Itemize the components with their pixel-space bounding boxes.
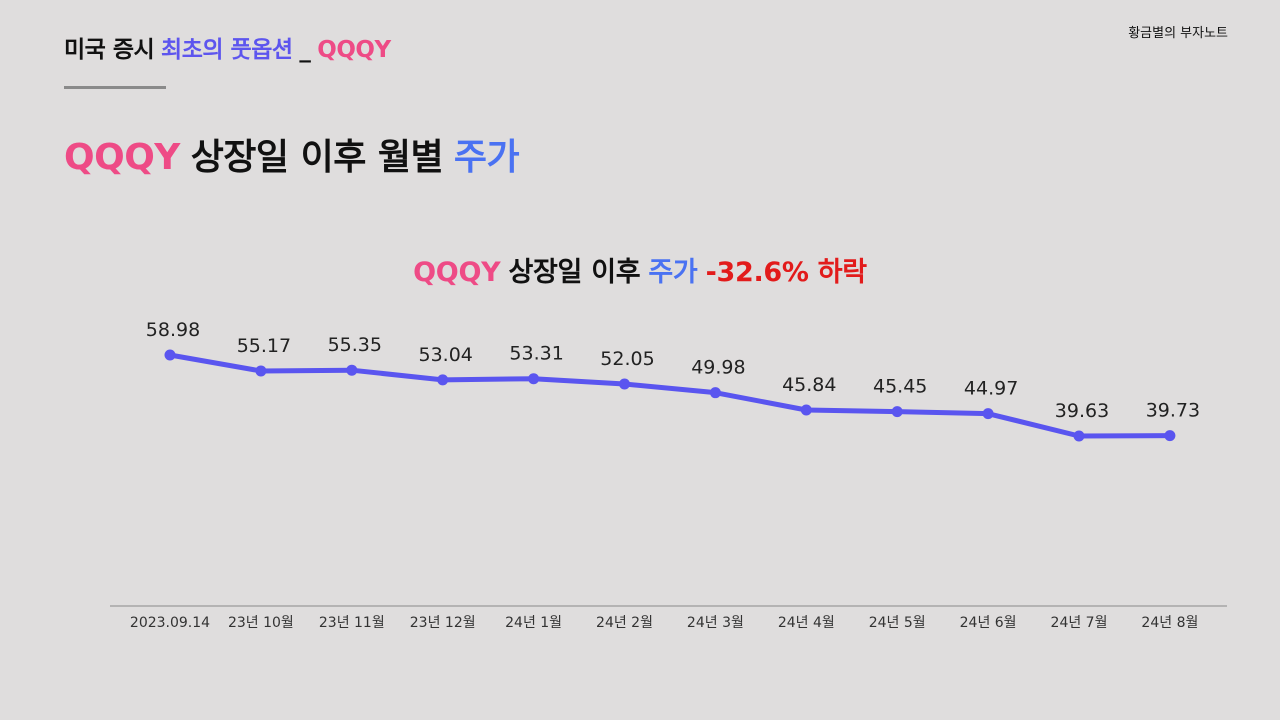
header-separator: _ <box>299 37 311 63</box>
brand-label: 황금별의 부자노트 <box>1128 26 1228 41</box>
data-label: 45.45 <box>873 376 927 398</box>
data-point <box>528 373 540 385</box>
x-tick-label: 24년 4월 <box>778 615 835 631</box>
x-tick-label: 23년 12월 <box>410 615 476 631</box>
data-point <box>255 365 267 377</box>
data-label: 49.98 <box>691 357 745 379</box>
x-tick-label: 24년 1월 <box>505 615 562 631</box>
x-tick-label: 23년 10월 <box>228 615 294 631</box>
x-tick-label: 24년 2월 <box>596 615 653 631</box>
data-label: 45.84 <box>782 374 836 396</box>
data-label: 52.05 <box>600 348 654 370</box>
x-tick-label: 24년 3월 <box>687 615 744 631</box>
chart-title: QQQY 상장일 이후 주가 -32.6% 하락 <box>0 250 1280 289</box>
chart-title-price: 주가 <box>648 257 698 288</box>
chart-title-middle: 상장일 이후 <box>508 257 641 288</box>
data-point <box>709 387 721 399</box>
header-title: 미국 증시 최초의 풋옵션 _ QQQY <box>64 30 391 64</box>
header-ticker: QQQY <box>317 37 391 63</box>
data-point <box>1164 430 1176 442</box>
data-label: 55.17 <box>237 335 291 357</box>
chart-title-ticker: QQQY <box>413 257 501 288</box>
data-label: 39.73 <box>1146 400 1200 422</box>
data-label: 55.35 <box>328 334 382 356</box>
header-underline <box>64 86 166 89</box>
data-point <box>346 364 358 376</box>
data-point <box>891 406 903 418</box>
data-label: 58.98 <box>146 319 200 341</box>
data-label: 53.31 <box>509 343 563 365</box>
x-tick-label: 24년 5월 <box>869 615 926 631</box>
slide-title-end: 주가 <box>453 137 520 178</box>
header-prefix: 미국 증시 <box>64 37 155 63</box>
x-tick-label: 24년 8월 <box>1141 615 1198 631</box>
x-tick-label: 23년 11월 <box>319 615 385 631</box>
data-label: 44.97 <box>964 378 1018 400</box>
data-point <box>437 374 449 386</box>
data-point <box>164 349 176 361</box>
x-tick-label: 24년 7월 <box>1051 615 1108 631</box>
data-point <box>619 378 630 390</box>
series-line <box>167 352 1173 439</box>
chart-title-change: -32.6% 하락 <box>705 257 868 288</box>
data-point <box>1073 430 1085 442</box>
data-label: 39.63 <box>1055 400 1109 422</box>
slide-title-middle: 상장일 이후 월별 <box>190 137 444 178</box>
slide-title: QQQY 상장일 이후 월별 주가 <box>64 128 520 180</box>
data-point <box>800 404 812 416</box>
data-label: 53.04 <box>418 344 472 366</box>
x-tick-label: 24년 6월 <box>960 615 1017 631</box>
header-highlight: 최초의 풋옵션 <box>161 37 293 63</box>
data-point <box>982 408 994 420</box>
x-tick-label: 2023.09.14 <box>130 615 210 631</box>
slide-title-ticker: QQQY <box>64 137 180 178</box>
